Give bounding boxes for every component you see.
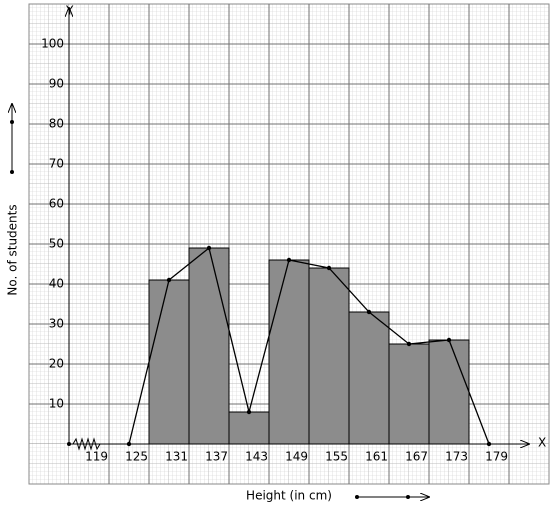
polygon-point bbox=[366, 309, 372, 315]
x-axis-name: X bbox=[538, 436, 546, 450]
arrow-dot bbox=[10, 120, 14, 124]
y-tick-label: 60 bbox=[49, 197, 64, 211]
bar bbox=[308, 267, 350, 445]
polygon-point bbox=[246, 409, 252, 415]
x-tick-label: 131 bbox=[165, 450, 188, 464]
bar bbox=[348, 311, 390, 445]
axis-break bbox=[72, 437, 101, 451]
frequency-polygon bbox=[128, 246, 490, 445]
bar bbox=[268, 259, 310, 445]
x-tick-label: 119 bbox=[85, 450, 108, 464]
x-tick-label: 143 bbox=[245, 450, 268, 464]
x-tick-label: 161 bbox=[365, 450, 388, 464]
plot bbox=[29, 4, 549, 484]
bar bbox=[228, 411, 270, 445]
bar bbox=[188, 247, 230, 445]
x-tick-label: 149 bbox=[285, 450, 308, 464]
y-tick-label: 20 bbox=[49, 357, 64, 371]
x-tick-label: 167 bbox=[405, 450, 428, 464]
arrow-dot bbox=[10, 170, 14, 174]
x-tick-label: 173 bbox=[445, 450, 468, 464]
polygon-point bbox=[406, 341, 412, 347]
y-axis-label: No. of students bbox=[6, 204, 20, 295]
bar bbox=[148, 279, 190, 445]
polygon-point bbox=[206, 245, 212, 251]
origin-dot bbox=[67, 442, 71, 446]
y-tick-label: 50 bbox=[49, 237, 64, 251]
polygon-point bbox=[326, 265, 332, 271]
y-tick-label: 40 bbox=[49, 277, 64, 291]
y-tick-label: 70 bbox=[49, 157, 64, 171]
bar bbox=[388, 343, 430, 445]
y-tick-label: 10 bbox=[49, 397, 64, 411]
x-tick-label: 155 bbox=[325, 450, 348, 464]
bar bbox=[428, 339, 470, 445]
arrow-dot bbox=[406, 495, 410, 499]
y-tick-label: 30 bbox=[49, 317, 64, 331]
polygon-point bbox=[286, 257, 292, 263]
arrow-dot bbox=[355, 495, 359, 499]
y-tick-label: 80 bbox=[49, 117, 64, 131]
polygon-point bbox=[166, 277, 172, 283]
y-tick-label: 100 bbox=[41, 37, 64, 51]
x-tick-label: 125 bbox=[125, 450, 148, 464]
x-axis-label: Height (in cm) bbox=[246, 489, 332, 503]
polygon-point bbox=[446, 337, 452, 343]
x-tick-label: 179 bbox=[485, 450, 508, 464]
y-axis-name: Y bbox=[65, 4, 74, 18]
x-tick-label: 137 bbox=[205, 450, 228, 464]
y-tick-label: 90 bbox=[49, 77, 64, 91]
